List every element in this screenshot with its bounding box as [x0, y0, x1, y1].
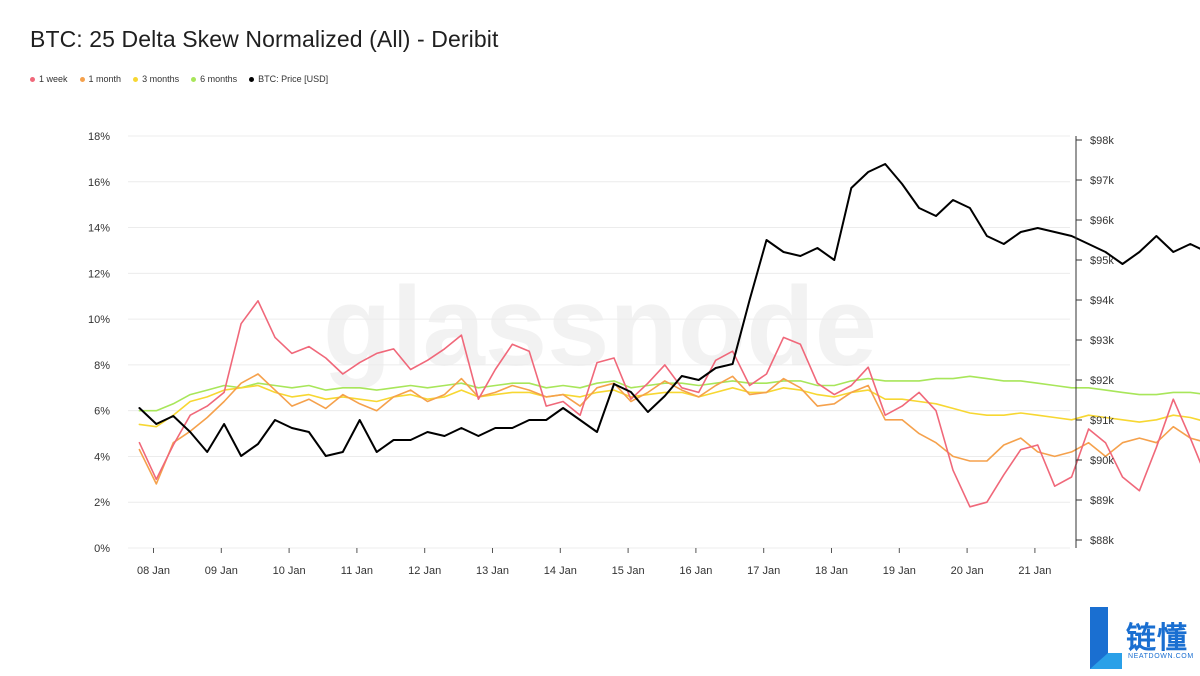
y-left-tick-label: 18% [88, 131, 110, 143]
x-tick-label: 17 Jan [747, 565, 780, 577]
series-line-6-months [138, 375, 1200, 412]
axes: 0% 2% 4% 6% 8% 10% 12% 14% 16% 18% $88k $89k $90k $91… [88, 131, 1114, 577]
y-left-tick-label: 4% [94, 451, 110, 463]
x-tick-label: 09 Jan [205, 565, 238, 577]
x-tick-label: 21 Jan [1018, 565, 1051, 577]
legend-dot-btc-price [249, 76, 255, 82]
legend-item-1-month[interactable]: 1 month [79, 74, 122, 84]
y-right-tick-label: $89k [1090, 495, 1114, 507]
x-tick-label: 20 Jan [951, 565, 984, 577]
x-tick-label: 12 Jan [408, 565, 441, 577]
x-tick-label: 14 Jan [544, 565, 577, 577]
y-left-tick-label: 10% [88, 314, 110, 326]
y-left-tick-label: 0% [94, 543, 110, 555]
legend-item-btc-price[interactable]: BTC: Price [USD] [249, 74, 328, 84]
legend-label-btc-price: BTC: Price [USD] [258, 74, 329, 84]
chart-title: BTC: 25 Delta Skew Normalized (All) - De… [30, 26, 499, 52]
brand-name: 链懂 [1126, 621, 1188, 656]
series-lines [138, 163, 1200, 508]
legend-dot-1-month [79, 76, 85, 82]
y-right-tick-label: $96k [1090, 215, 1114, 227]
y-left-tick-label: 2% [94, 497, 110, 509]
series-line-3-months [138, 384, 1200, 428]
y-right-tick-label: $93k [1090, 335, 1114, 347]
y-right-tick-label: $92k [1090, 375, 1114, 387]
legend-dot-3-months [133, 76, 139, 82]
legend-dot-1-week [30, 76, 35, 82]
y-left-tick-label: 16% [88, 177, 110, 189]
x-tick-label: 10 Jan [273, 565, 306, 577]
series-line-btc-price-usd [138, 163, 1200, 457]
x-tick-label: 13 Jan [476, 565, 509, 577]
legend-item-3-months[interactable]: 3 months [133, 74, 179, 84]
grid [128, 135, 1070, 549]
y-left-tick-label: 12% [88, 268, 110, 280]
brand-domain: NEATDOWN.COM [1128, 653, 1194, 660]
x-tick-label: 18 Jan [815, 565, 848, 577]
y-left-tick-label: 6% [94, 406, 110, 418]
x-tick-label: 11 Jan [341, 565, 373, 577]
y-left-tick-label: 8% [94, 360, 110, 372]
y-right-tick-label: $91k [1090, 415, 1114, 427]
watermark: glassnode [323, 264, 877, 389]
y-right-tick-label: $94k [1090, 295, 1114, 307]
legend-label-1-month: 1 month [88, 74, 122, 84]
y-right-tick-label: $98k [1090, 135, 1114, 147]
x-tick-label: 08 Jan [137, 565, 170, 577]
x-tick-label: 16 Jan [679, 565, 712, 577]
x-tick-label: 15 Jan [612, 565, 645, 577]
y-left-tick-label: 14% [88, 223, 110, 235]
legend-item-6-months[interactable]: 6 months [191, 74, 237, 84]
y-right-tick-label: $90k [1090, 455, 1114, 467]
x-tick-label: 19 Jan [883, 565, 916, 577]
y-right-tick-label: $88k [1090, 535, 1114, 547]
brand-logo: 链懂 NEATDOWN.COM [1088, 605, 1198, 671]
legend-label-3-months: 3 months [142, 74, 180, 84]
legend-label-1-week: 1 week [39, 74, 68, 84]
brand-l-icon [1090, 607, 1122, 669]
series-line-1-month [138, 373, 1200, 485]
legend: 1 week 1 month 3 months 6 months BTC: Pr… [30, 74, 328, 84]
legend-item-1-week[interactable]: 1 week [30, 74, 68, 84]
y-right-tick-label: $97k [1090, 175, 1114, 187]
series-line-1-week [138, 300, 1200, 508]
legend-label-6-months: 6 months [200, 74, 238, 84]
legend-dot-6-months [191, 76, 197, 82]
y-right-tick-label: $95k [1090, 255, 1114, 267]
